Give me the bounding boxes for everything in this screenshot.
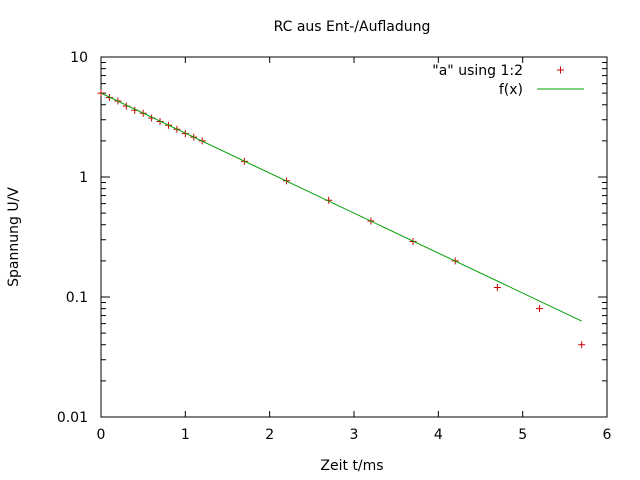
x-tick-label: 4 xyxy=(434,427,443,443)
y-tick-label: 0.1 xyxy=(66,290,88,306)
legend-point-sample xyxy=(557,66,564,74)
x-tick-label: 6 xyxy=(603,427,612,443)
x-tick-label: 2 xyxy=(265,427,274,443)
data-point xyxy=(536,305,544,313)
legend: "a" using 1:2 f(x) xyxy=(432,63,584,98)
x-tick-label: 0 xyxy=(97,427,106,443)
x-axis-label: Zeit t/ms xyxy=(320,458,383,474)
data-point xyxy=(578,341,586,349)
y-tick-label: 10 xyxy=(70,50,88,66)
legend-entry-label: f(x) xyxy=(499,82,523,98)
data-point xyxy=(493,283,501,291)
legend-entry-label: "a" using 1:2 xyxy=(432,63,523,79)
series-layer xyxy=(97,89,586,349)
x-tick-label: 5 xyxy=(518,427,527,443)
chart-title: RC aus Ent-/Aufladung xyxy=(274,19,431,35)
series-fx-line xyxy=(100,92,582,322)
y-tick-label: 1 xyxy=(79,170,88,186)
y-tick-label: 0.01 xyxy=(57,410,88,426)
plot-frame xyxy=(100,56,608,418)
y-axis-label: Spannung U/V xyxy=(6,187,22,287)
x-tick-label: 3 xyxy=(350,427,359,443)
axis-ticks: 0 1 2 3 4 5 6 0.01 0.1 1 10 xyxy=(57,50,612,443)
x-tick-label: 1 xyxy=(181,427,190,443)
